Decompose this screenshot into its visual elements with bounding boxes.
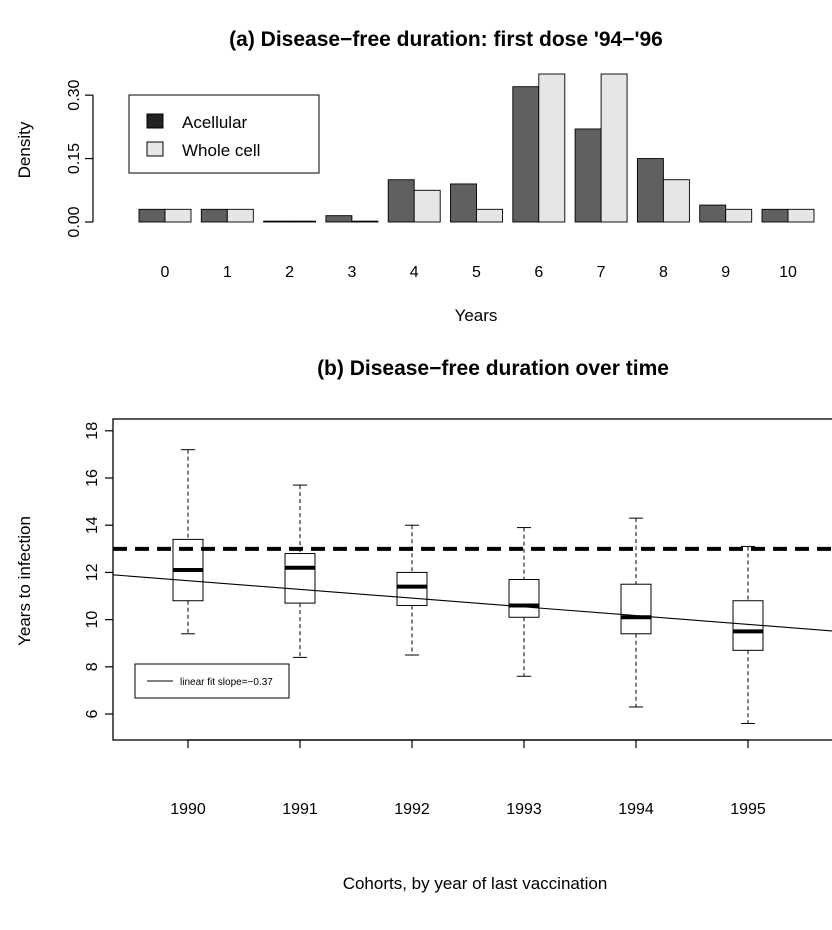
legend-swatch-whole-cell (146, 141, 164, 157)
bar-acellular-10 (761, 208, 789, 223)
panel-a-y-tick-label: 0.15 (66, 143, 83, 174)
legend-label-acellular: Acellular (182, 113, 248, 132)
bar-whole-cell-4 (413, 189, 441, 223)
x-tick-label-9: 9 (721, 264, 730, 281)
bar-acellular-1 (200, 208, 228, 223)
bar-whole-cell-8 (662, 179, 690, 223)
box-1994 (620, 517, 652, 708)
panel-b-y-tick-label: 8 (84, 662, 101, 671)
panel-b-y-tick-label: 18 (84, 422, 101, 440)
legend-label-linear-fit: linear fit slope=−0.37 (180, 677, 273, 688)
panel-a-legend: Acellular Whole cell (128, 94, 320, 174)
panel-a-y-axis: 0.00 0.15 0.30 (66, 79, 94, 238)
panel-a-bars (138, 73, 815, 223)
x-tick-label-8: 8 (659, 264, 668, 281)
bar-whole-cell-5 (476, 208, 503, 223)
x-tick-label-10: 10 (779, 264, 797, 281)
legend-swatch-acellular (146, 113, 164, 129)
bar-acellular-6 (512, 86, 540, 223)
bar-acellular-5 (450, 183, 477, 223)
box-iqr (396, 571, 428, 606)
x-tick-label-1993: 1993 (506, 801, 542, 818)
box-iqr (284, 553, 316, 604)
panel-b-x-axis: 1990 1991 1992 1993 1994 1995 (170, 739, 766, 818)
panel-b-title: (b) Disease−free duration over time (317, 357, 669, 380)
panel-b-y-tick-label: 12 (84, 563, 101, 581)
box-1993 (508, 527, 540, 677)
bar-acellular-0 (138, 208, 166, 223)
bar-acellular-8 (636, 158, 664, 223)
bar-whole-cell-7 (600, 73, 628, 223)
bar-whole-cell-1 (226, 208, 254, 223)
legend-label-whole-cell: Whole cell (182, 141, 260, 160)
panel-b-y-axis: 6 8 10 12 14 16 18 (84, 422, 113, 718)
panel-b-y-tick-label: 10 (84, 611, 101, 629)
panel-b-y-axis-label: Years to infection (15, 516, 34, 646)
bar-whole-cell-3 (351, 220, 379, 223)
box-1990 (172, 449, 204, 635)
x-tick-label-2: 2 (285, 264, 294, 281)
panel-a-bar-chart: (a) Disease−free duration: first dose '9… (15, 28, 815, 325)
bar-acellular-3 (325, 215, 353, 223)
linear-fit-line (112, 574, 832, 632)
x-tick-label-1995: 1995 (730, 801, 766, 818)
bar-whole-cell-2 (289, 220, 317, 223)
x-tick-label-3: 3 (347, 264, 356, 281)
x-tick-label-5: 5 (472, 264, 481, 281)
x-tick-label-1: 1 (223, 264, 232, 281)
x-tick-label-1992: 1992 (394, 801, 430, 818)
panel-a-title: (a) Disease−free duration: first dose '9… (229, 28, 663, 51)
x-tick-label-7: 7 (597, 264, 606, 281)
panel-b-y-tick-label: 6 (84, 709, 101, 718)
box-1995 (732, 545, 764, 724)
bar-acellular-9 (699, 204, 727, 223)
box-iqr (508, 579, 540, 618)
x-tick-label-1990: 1990 (170, 801, 206, 818)
panel-b-box-plot: (b) Disease−free duration over time 6 8 10… (15, 357, 832, 893)
x-tick-label-1994: 1994 (618, 801, 654, 818)
bar-whole-cell-6 (538, 73, 566, 223)
x-tick-label-0: 0 (161, 264, 170, 281)
bar-acellular-4 (387, 179, 415, 223)
panel-a-legend-box (128, 94, 320, 174)
x-tick-label-6: 6 (534, 264, 543, 281)
panel-b-y-tick-label: 14 (84, 516, 101, 534)
bar-acellular-2 (263, 220, 291, 223)
box-1991 (284, 484, 316, 658)
x-tick-label-1991: 1991 (282, 801, 318, 818)
x-tick-label-4: 4 (410, 264, 419, 281)
panel-a-y-tick-label: 0.00 (66, 206, 83, 237)
box-1992 (396, 524, 428, 656)
panel-a-y-axis-label: Density (15, 121, 34, 178)
bar-whole-cell-10 (787, 208, 815, 223)
bar-whole-cell-0 (164, 208, 192, 223)
box-iqr (620, 583, 652, 635)
panel-b-x-axis-label: Cohorts, by year of last vaccination (343, 874, 608, 893)
panel-b-legend: linear fit slope=−0.37 (134, 663, 290, 699)
panel-a-x-tick-labels: 0 1 2 3 4 5 6 7 8 9 10 (161, 264, 797, 281)
panel-a-x-axis-label: Years (455, 306, 498, 325)
bar-acellular-7 (574, 128, 602, 223)
panel-a-y-tick-label: 0.30 (66, 79, 83, 110)
bar-whole-cell-9 (725, 208, 753, 223)
panel-b-y-tick-label: 16 (84, 469, 101, 487)
